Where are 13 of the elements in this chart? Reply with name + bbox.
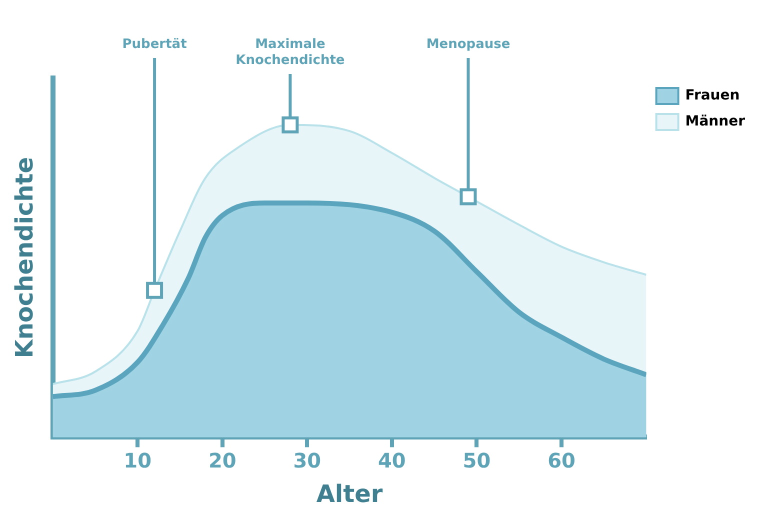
x-tick-label: 40 bbox=[378, 448, 406, 472]
x-tick-label: 10 bbox=[124, 448, 152, 472]
annotation: Pubertät bbox=[122, 36, 187, 52]
x-tick-label: 60 bbox=[548, 448, 576, 472]
x-tick-label: 20 bbox=[208, 448, 236, 472]
legend-label: Frauen bbox=[685, 88, 740, 104]
annotation: Menopause bbox=[426, 36, 510, 52]
x-tick-label: 30 bbox=[293, 448, 322, 472]
legend-label: Männer bbox=[685, 114, 746, 130]
x-axis-title: Alter bbox=[316, 480, 383, 508]
y-axis-title: Knochendichte bbox=[10, 156, 39, 358]
annotation: Maximale Knochendichte bbox=[236, 36, 345, 68]
x-tick-label: 50 bbox=[462, 448, 491, 472]
